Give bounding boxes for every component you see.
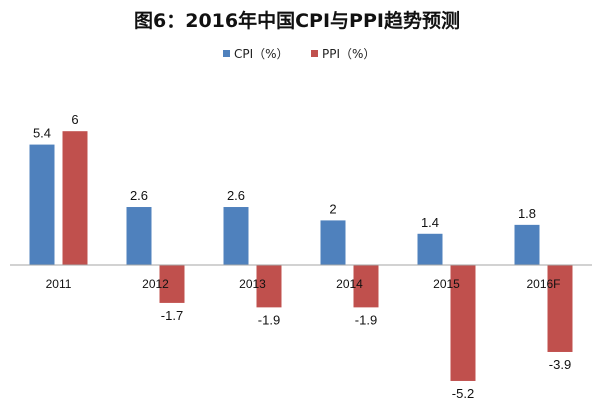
bar-ppi-2014 (353, 265, 379, 308)
bars (29, 131, 573, 381)
data-label-ppi-2015: -5.2 (452, 386, 474, 401)
legend-swatch-cpi (223, 50, 230, 57)
data-label-ppi-2011: 6 (71, 112, 78, 127)
x-tick-label-2015: 2015 (433, 277, 460, 291)
legend: CPI（%） PPI（%） (223, 47, 375, 61)
x-tick-label-2014: 2014 (336, 277, 363, 291)
chart-title: 图6：2016年中国CPI与PPI趋势预测 (134, 10, 460, 32)
x-tick-label-2013: 2013 (239, 277, 266, 291)
bar-ppi-2012 (159, 265, 185, 303)
x-tick-label-2016F: 2016F (526, 277, 560, 291)
legend-label-ppi: PPI（%） (322, 47, 375, 61)
bar-ppi-2013 (256, 265, 282, 308)
data-label-cpi-2014: 2 (329, 201, 336, 216)
bar-cpi-2011 (29, 144, 55, 265)
legend-label-cpi: CPI（%） (234, 47, 289, 61)
data-label-cpi-2013: 2.6 (227, 188, 245, 203)
data-label-ppi-2014: -1.9 (355, 312, 377, 327)
bar-cpi-2016F (514, 224, 540, 265)
labels: 5.4 6 2011 2.6 -1.7 2012 2.6 -1.9 2013 2 -1.9 2014 1… (33, 112, 571, 401)
data-label-cpi-2016F: 1.8 (518, 206, 536, 221)
bar-cpi-2015 (417, 233, 443, 265)
data-label-ppi-2016F: -3.9 (549, 357, 571, 372)
data-label-cpi-2015: 1.4 (421, 215, 439, 230)
bar-ppi-2016F (547, 265, 573, 352)
bar-ppi-2011 (62, 131, 88, 265)
legend-swatch-ppi (311, 50, 318, 57)
data-label-ppi-2013: -1.9 (258, 312, 280, 327)
bar-cpi-2013 (223, 207, 249, 265)
bar-cpi-2014 (320, 220, 346, 265)
bar-ppi-2015 (450, 265, 476, 381)
x-tick-label-2012: 2012 (142, 277, 169, 291)
x-tick-label-2011: 2011 (46, 277, 72, 291)
data-label-cpi-2011: 5.4 (33, 126, 51, 141)
data-label-ppi-2012: -1.7 (161, 308, 183, 323)
data-label-cpi-2012: 2.6 (130, 188, 148, 203)
bar-cpi-2012 (126, 207, 152, 265)
